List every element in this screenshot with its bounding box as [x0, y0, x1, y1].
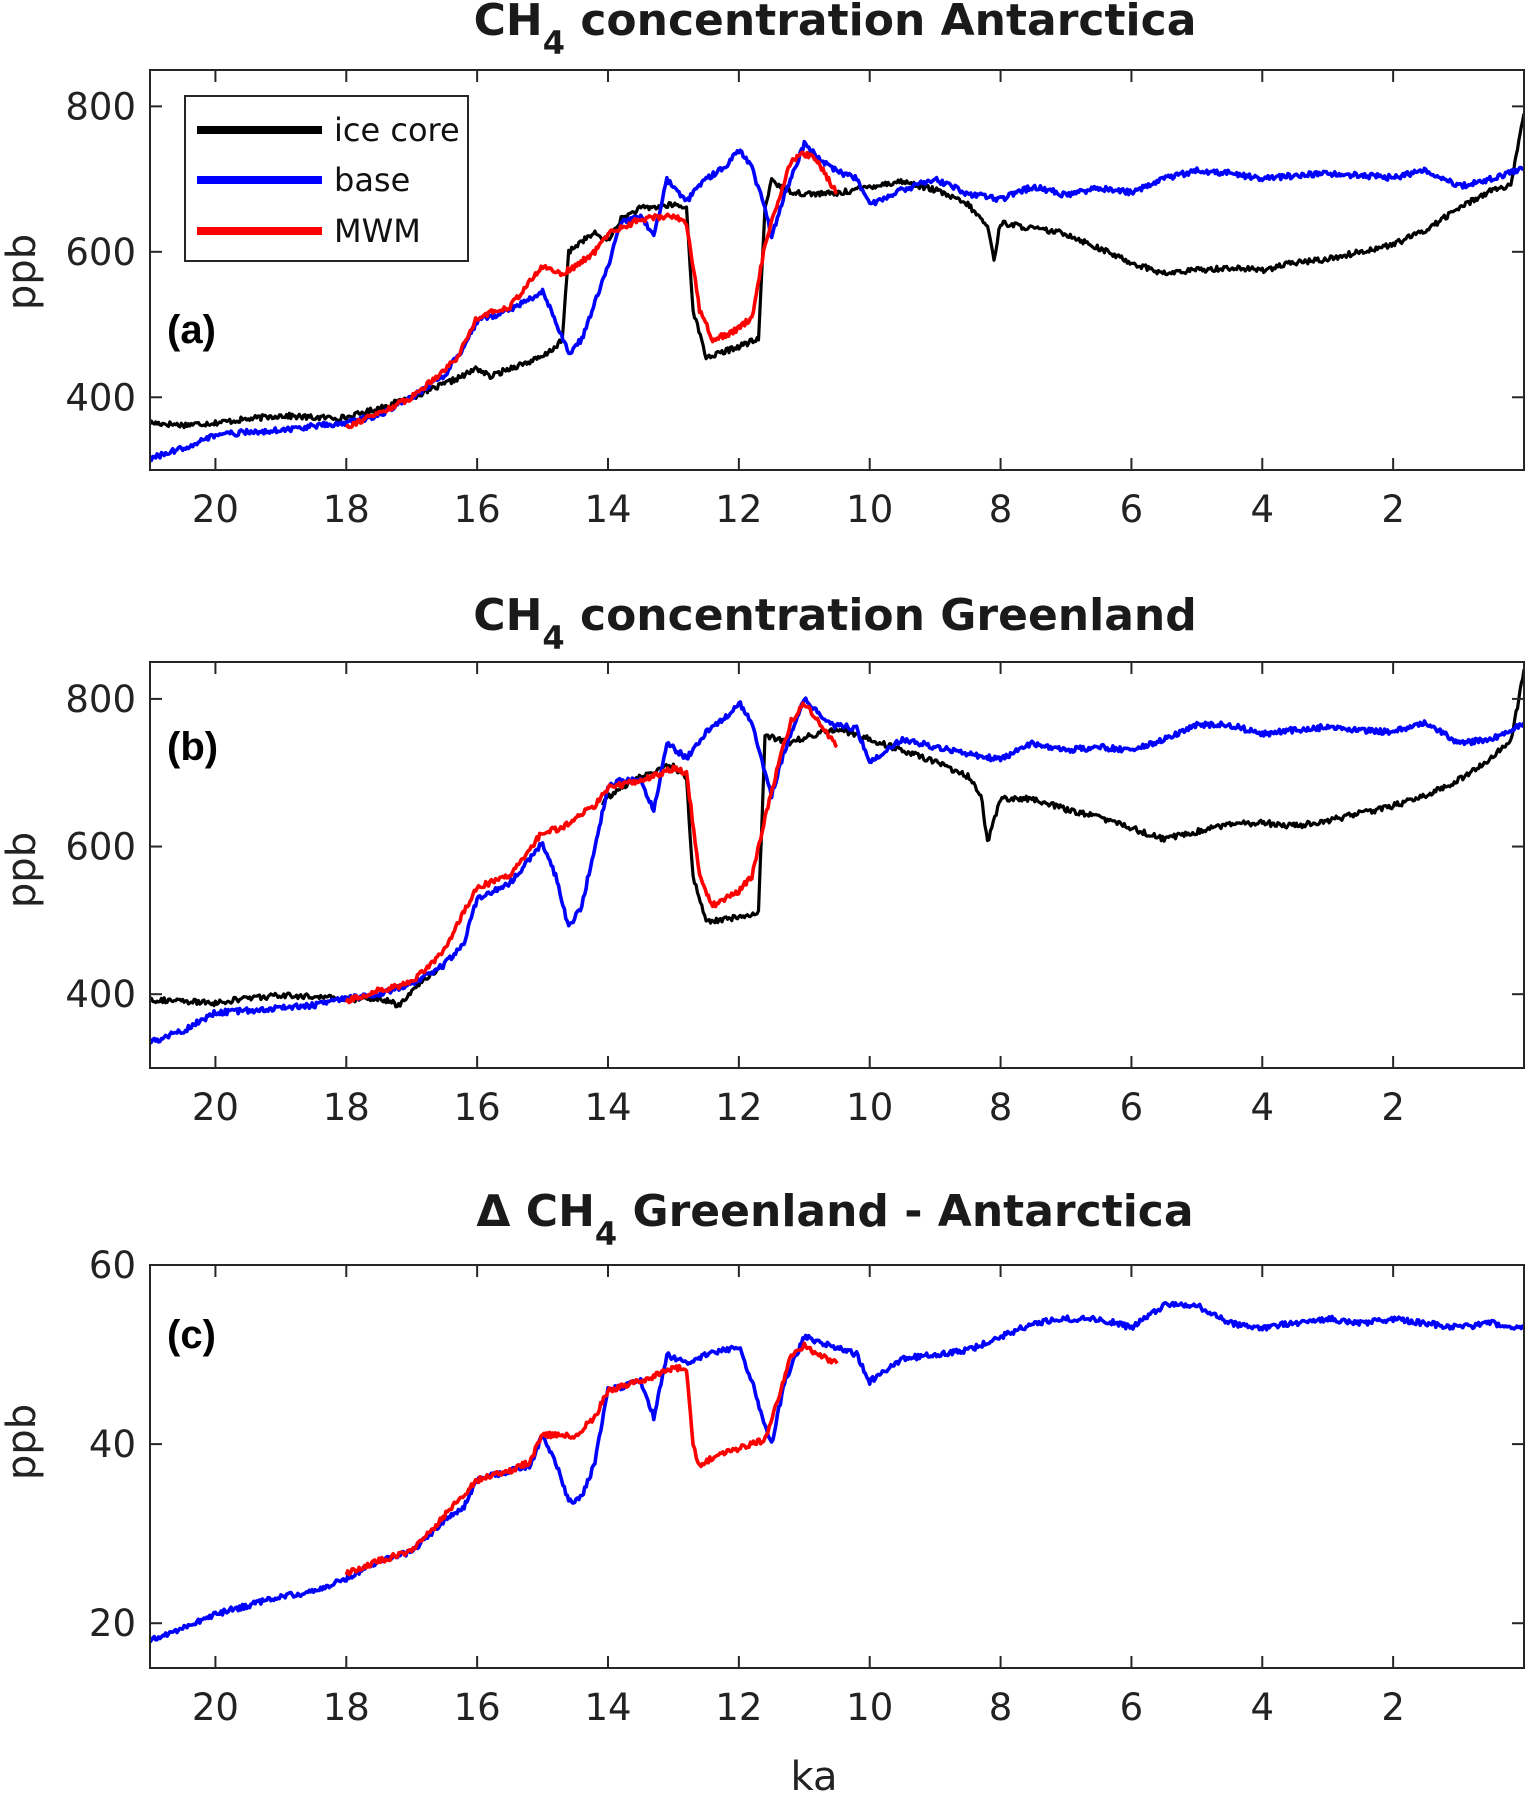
panel-b-xtick-label: 2 [1381, 1086, 1405, 1129]
panel-c-xtick-label: 16 [454, 1686, 501, 1729]
panel-a-xtick-label: 16 [454, 488, 501, 531]
panel-a-series-group [150, 113, 1524, 463]
legend-label-ice-core: ice core [334, 111, 460, 149]
panel-b-series-ice_core-line-0 [150, 963, 446, 1009]
panel-a-axes-box [149, 69, 1525, 471]
panel-a: CH4 concentration Antarctica ppb (a) 20 1… [0, 0, 1525, 531]
panel-b-series-group [150, 669, 1524, 1045]
panel-c-plot-area: 20 18 16 14 12 10 8 6 4 2 20 40 60 [89, 1244, 1525, 1729]
panel-a-xtick-label: 14 [584, 488, 631, 531]
panel-c-xtick-label: 20 [192, 1686, 239, 1729]
panel-c-xtick-label: 10 [846, 1686, 893, 1729]
panel-c-ytick-label: 40 [89, 1423, 136, 1466]
panel-c-xtick-label: 14 [584, 1686, 631, 1729]
panel-a-xtick-label: 18 [323, 488, 370, 531]
panel-b-xtick-label: 18 [323, 1086, 370, 1129]
panel-b-xtick-label: 6 [1120, 1086, 1144, 1129]
panel-b-series-base-line-2 [150, 696, 1524, 1045]
panel-a-ytick-label: 800 [65, 85, 136, 128]
panel-b-ytick-label: 600 [65, 826, 136, 869]
panel-a-series-mwm-line-2 [344, 150, 839, 430]
panel-c-xtick-label: 18 [323, 1686, 370, 1729]
panel-b-xtick-label: 14 [584, 1086, 631, 1129]
panel-c-xtick-label: 8 [989, 1686, 1013, 1729]
panel-a-xtick-label: 12 [715, 488, 762, 531]
panel-b-title: CH4 concentration Greenland [473, 590, 1196, 657]
panel-a-series-ice_core-line-0 [150, 113, 1524, 430]
panel-c-xtick-label: 6 [1120, 1686, 1144, 1729]
panel-a-ytick-label: 600 [65, 231, 136, 274]
panel-b-ytick-label: 400 [65, 973, 136, 1016]
panel-b-ylabel: ppb [0, 832, 45, 908]
legend-label-base: base [334, 161, 410, 199]
panel-b-xtick-label: 20 [192, 1086, 239, 1129]
legend: ice core base MWM [184, 95, 469, 262]
panel-c-series-mwm-line-1 [344, 1341, 839, 1577]
panel-b-xtick-label: 12 [715, 1086, 762, 1129]
panel-c-title: Δ CH4 Greenland - Antarctica [476, 1186, 1193, 1253]
panel-c-ylabel: ppb [0, 1404, 45, 1480]
panel-a-ytick-label: 400 [65, 376, 136, 419]
panel-a-plot-area: 20 18 16 14 12 10 8 6 4 2 400 600 800 [65, 69, 1525, 531]
panel-c-xtick-label: 2 [1381, 1686, 1405, 1729]
panel-a-label: (a) [167, 308, 216, 352]
legend-label-mwm: MWM [334, 212, 421, 250]
panel-a-xtick-label: 10 [846, 488, 893, 531]
panel-a-xtick-label: 6 [1120, 488, 1144, 531]
panel-c-xtick-label: 12 [715, 1686, 762, 1729]
panel-a-xtick-label: 4 [1251, 488, 1275, 531]
x-axis-label: ka [791, 1754, 838, 1796]
panel-a-xtick-label: 8 [989, 488, 1013, 531]
panel-b-plot-area: 20 18 16 14 12 10 8 6 4 2 400 600 800 [65, 661, 1525, 1129]
panel-c-ytick-label: 20 [89, 1602, 136, 1645]
panel-c-series-base-line-0 [150, 1300, 1524, 1644]
panel-b-xtick-label: 4 [1251, 1086, 1275, 1129]
panel-a-xtick-label: 20 [192, 488, 239, 531]
panel-c-ytick-label: 60 [89, 1244, 136, 1287]
panel-c-label: (c) [167, 1313, 216, 1357]
panel-a-ylabel: ppb [0, 234, 45, 310]
panel-c-series-group [150, 1300, 1524, 1644]
panel-b-xtick-label: 8 [989, 1086, 1013, 1129]
panel-b-series-ice_core-line-1 [601, 669, 1524, 925]
panel-a-xtick-label: 2 [1381, 488, 1405, 531]
panel-b-axes-box [149, 661, 1525, 1069]
panel-c-xtick-label: 4 [1251, 1686, 1275, 1729]
panel-c: Δ CH4 Greenland - Antarctica ppb (c) 20 1… [0, 1186, 1525, 1796]
panel-a-title: CH4 concentration Antarctica [474, 0, 1197, 62]
panel-b-label: (b) [167, 725, 218, 769]
panel-b-xtick-label: 16 [454, 1086, 501, 1129]
panel-b-ytick-label: 800 [65, 678, 136, 721]
panel-b-xtick-label: 10 [846, 1086, 893, 1129]
panel-b-series-mwm-line-3 [344, 701, 839, 1005]
panel-b: CH4 concentration Greenland ppb (b) 20 18… [0, 590, 1525, 1129]
panel-c-axes-box [149, 1264, 1525, 1669]
